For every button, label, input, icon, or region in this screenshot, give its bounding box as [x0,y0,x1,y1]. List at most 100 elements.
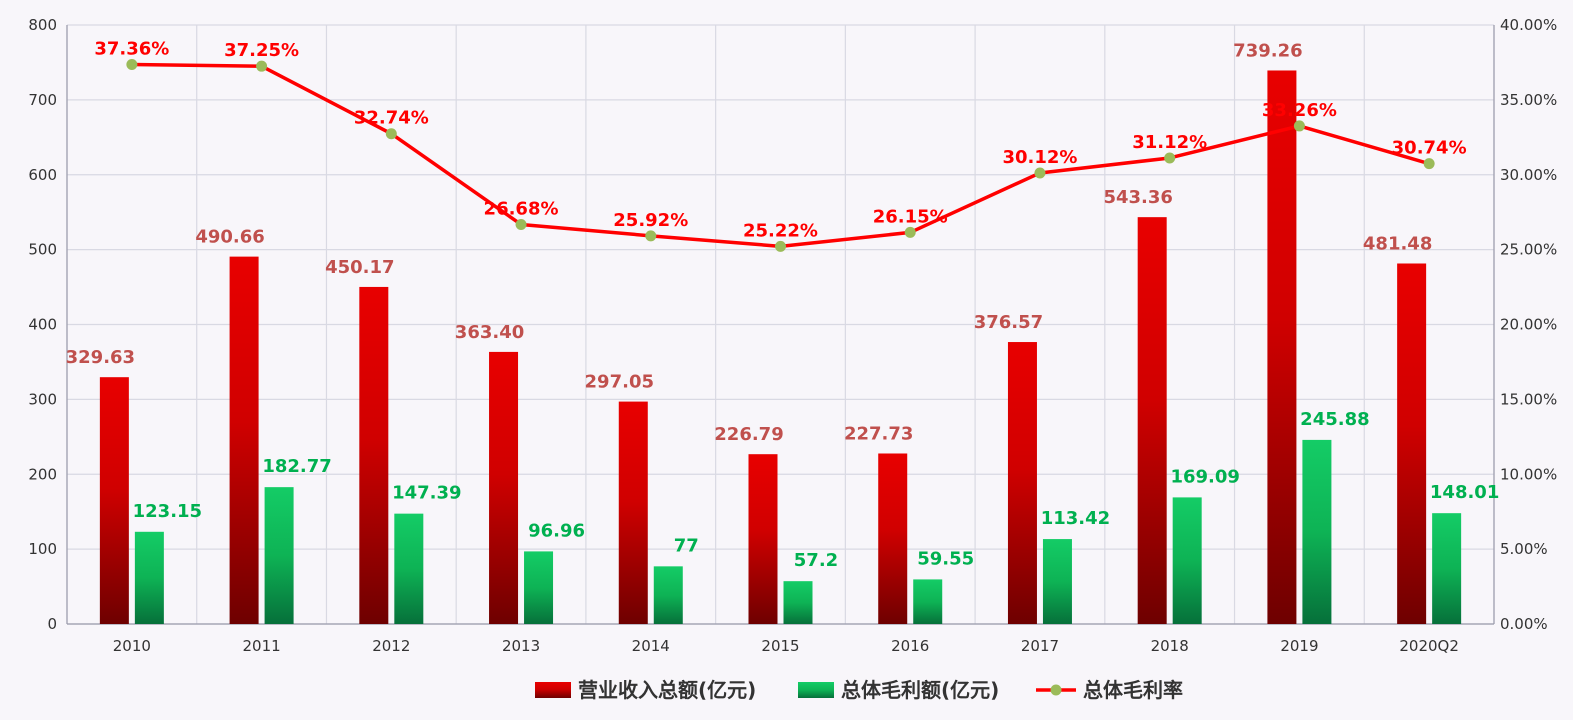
x-tick-label: 2020Q2 [1399,637,1459,655]
y-left-tick-label: 0 [47,615,57,633]
profit-bar-label: 59.55 [917,548,974,569]
rate-point-label: 26.15% [873,206,948,227]
legend: 营业收入总额(亿元) 总体毛利额(亿元) 总体毛利率 [535,678,1183,702]
profit-bar [1302,439,1332,624]
y-left-tick-label: 800 [28,16,57,34]
x-tick-label: 2011 [242,637,280,655]
revenue-bar-label: 227.73 [844,423,913,444]
rate-point-label: 26.68% [484,198,559,219]
rate-point-label: 31.12% [1132,132,1207,153]
y-right-tick-label: 40.00% [1500,16,1557,34]
profit-bar-label: 57.2 [794,550,838,571]
rate-point-marker [775,240,786,252]
rate-point-label: 37.36% [94,39,169,60]
profit-bar-label: 96.96 [528,520,585,541]
profit-bar [524,551,554,624]
y-right-tick-label: 15.00% [1500,390,1557,408]
rate-point-label: 37.25% [224,40,299,61]
rate-point-marker [904,226,916,238]
profit-bar [1172,497,1202,624]
y-right-tick-label: 20.00% [1500,316,1557,334]
legend-swatch-revenue [535,682,571,698]
profit-bar [134,531,164,624]
revenue-bar [618,401,648,624]
revenue-bar [1267,70,1297,625]
x-tick-label: 2016 [891,637,929,655]
axes: 0 100 200 300 400 500 600 700 800 0.00% 5.00% 10.00… [28,16,1557,655]
y-left-tick-label: 600 [28,166,57,184]
rate-point-label: 25.92% [613,210,688,231]
profit-bar-label: 182.77 [262,456,331,477]
revenue-bar-label: 329.63 [66,347,135,368]
rate-point-marker [126,59,138,71]
profit-bar [913,579,943,624]
profit-bar [1042,539,1072,624]
revenue-bar-label: 481.48 [1363,233,1432,254]
rate-point-marker [256,60,268,72]
x-tick-label: 2010 [113,637,151,655]
revenue-bar-label: 490.66 [195,227,264,248]
x-tick-label: 2014 [632,637,670,655]
rate-point-marker [1293,120,1305,132]
x-tick-label: 2013 [502,637,540,655]
y-right-tick-label: 30.00% [1500,166,1557,184]
revenue-bar [1007,342,1037,624]
profit-bar [653,566,683,624]
profit-bar [394,513,424,624]
legend-label-profit: 总体毛利额(亿元) [841,678,999,702]
revenue-bar [99,377,129,624]
profit-bar [783,581,813,624]
rate-point-label: 33.26% [1262,100,1337,121]
profit-bar-label: 123.15 [133,501,202,522]
legend-label-revenue: 营业收入总额(亿元) [578,678,756,702]
profit-bar-label: 245.88 [1300,409,1369,430]
revenue-bar [748,454,778,624]
x-tick-label: 2015 [761,637,799,655]
rate-point-marker [645,230,657,242]
y-left-tick-label: 700 [28,91,57,109]
rate-point-marker [385,128,397,140]
y-left-tick-label: 200 [28,465,57,483]
y-right-tick-label: 25.00% [1500,241,1557,259]
y-left-tick-label: 500 [28,241,57,259]
revenue-bar-label: 543.36 [1103,187,1172,208]
profit-bar [264,487,294,624]
x-tick-label: 2018 [1151,637,1189,655]
rate-line [126,59,1435,252]
revenue-bar-label: 376.57 [974,312,1043,333]
revenue-bar [878,453,908,624]
legend-swatch-profit [798,682,834,698]
profit-bar [1432,513,1462,624]
rate-point-marker [1164,152,1176,164]
revenue-bar [229,256,259,624]
revenue-bar-label: 226.79 [714,424,783,445]
revenue-bar [489,351,519,624]
revenue-bar-label: 297.05 [585,372,654,393]
bars [99,70,1462,625]
rate-point-marker [515,218,527,230]
rate-point-label: 32.74% [354,108,429,129]
y-right-tick-label: 5.00% [1500,540,1548,558]
legend-label-rate: 总体毛利率 [1083,678,1183,702]
profit-bar-label: 113.42 [1041,508,1110,529]
rate-point-label: 25.22% [743,220,818,241]
revenue-bar-label: 739.26 [1233,40,1302,61]
profit-bar-label: 77 [674,535,699,556]
legend-swatch-rate-marker [1050,684,1062,696]
revenue-bar-label: 450.17 [325,257,394,278]
y-left-tick-label: 300 [28,390,57,408]
data-labels: 329.63 490.66 450.17 363.40 297.05 226.79 227.… [66,39,1500,572]
rate-point-label: 30.74% [1392,138,1467,159]
profit-bar-label: 147.39 [392,483,461,504]
y-left-tick-label: 100 [28,540,57,558]
y-left-tick-label: 400 [28,316,57,334]
rate-point-label: 30.12% [1002,147,1077,168]
revenue-bar [1137,217,1167,625]
x-tick-label: 2012 [372,637,410,655]
rate-point-marker [1034,167,1046,179]
profit-bar-label: 148.01 [1430,482,1499,503]
rate-point-marker [1423,158,1435,170]
y-right-tick-label: 35.00% [1500,91,1557,109]
revenue-bar [359,286,389,624]
